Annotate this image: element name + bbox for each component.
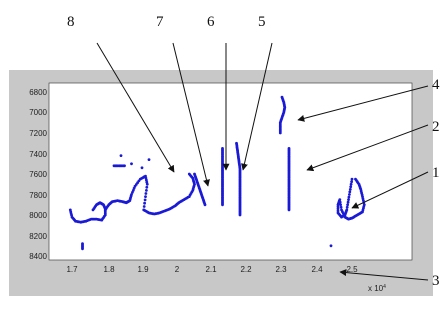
trajectory-point [142, 205, 146, 208]
y-axis: 6800 7000 7200 7400 7600 7800 8000 8200 … [29, 88, 47, 261]
y-tick-label: 8400 [29, 252, 47, 261]
trajectory-point [287, 208, 291, 212]
x-exponent-base: x 10 [368, 284, 384, 293]
trajectory-point [329, 244, 333, 248]
trajectory-point [347, 195, 351, 199]
trajectory-point [130, 162, 133, 166]
y-tick-label: 7600 [29, 170, 47, 179]
y-tick-label: 6800 [29, 88, 47, 97]
y-tick-label: 8000 [29, 211, 47, 220]
trajectory-point [338, 200, 342, 204]
callout-label-8: 8 [67, 14, 75, 30]
trajectory-point [119, 154, 123, 158]
trajectory-point [348, 188, 352, 191]
callout-arrow-1 [351, 171, 429, 209]
trajectory-point [144, 192, 148, 195]
trajectory-point [339, 203, 342, 207]
callout-arrow-5 [240, 42, 273, 171]
trajectory-point [187, 172, 191, 176]
trajectory-point [345, 205, 349, 209]
x-tick-label: 1.7 [66, 265, 78, 274]
trajectory-point [347, 198, 350, 202]
y-tick-label: 7800 [29, 191, 47, 200]
x-tick-label: 2.3 [275, 265, 287, 274]
trajectory-point [336, 209, 340, 213]
trajectory-point [123, 164, 126, 168]
callout-arrow-4 [297, 85, 429, 122]
callout-label-2: 2 [432, 119, 440, 135]
trajectory-point [346, 203, 349, 207]
callout-label-1: 1 [432, 165, 440, 181]
trajectory-point [144, 195, 147, 199]
trajectory-point [336, 211, 340, 215]
callout-arrow-3 [339, 269, 429, 281]
trajectory-point [81, 247, 84, 251]
y-tick-label: 8200 [29, 232, 47, 241]
callout-arrows [96, 42, 429, 281]
trajectory-point [147, 158, 151, 162]
x-axis: 1.7 1.8 1.9 2 2.1 2.2 2.3 2.4 2.5 x 104 [66, 265, 386, 293]
plot-area [48, 82, 413, 261]
callout-label-5: 5 [258, 14, 266, 30]
callout-label-7: 7 [156, 14, 164, 30]
x-tick-label: 2.5 [346, 265, 358, 274]
callout-arrow-7 [172, 42, 210, 187]
x-exponent-label: x 104 [368, 284, 386, 293]
trajectory-point [338, 198, 342, 202]
trajectory-point [346, 200, 350, 204]
x-exponent-power: 4 [383, 284, 386, 290]
trajectory-point [221, 203, 224, 207]
callout-label-3: 3 [432, 273, 440, 289]
trajectory-point [362, 203, 366, 207]
callout-arrow-8 [96, 42, 175, 173]
trajectory-point [336, 205, 340, 209]
trajectory-point [145, 185, 149, 189]
y-tick-label: 7000 [29, 108, 47, 117]
trajectory-point [349, 182, 353, 186]
y-tick-label: 7200 [29, 129, 47, 138]
trajectory-point [203, 203, 207, 207]
x-tick-label: 2 [175, 265, 180, 274]
trajectory-point [145, 182, 149, 186]
trajectory-point [349, 185, 353, 189]
callout-label-6: 6 [207, 14, 215, 30]
trajectory-point [143, 201, 147, 205]
x-tick-label: 2.1 [205, 265, 217, 274]
trajectory-point [145, 178, 148, 182]
callout-labels: 8 7 6 5 4 2 1 3 [67, 14, 440, 289]
trajectory-point [348, 190, 352, 194]
y-tick-label: 7400 [29, 150, 47, 159]
x-tick-label: 1.8 [103, 265, 115, 274]
trajectory-point [278, 131, 282, 135]
trajectory-point [140, 166, 144, 170]
x-tick-label: 2.4 [311, 265, 323, 274]
trajectory-point [350, 180, 353, 184]
trajectory-point [143, 198, 147, 202]
trajectory-point [354, 177, 357, 181]
trajectory-point [131, 189, 135, 192]
x-tick-label: 1.9 [137, 265, 149, 274]
trajectory-point [350, 177, 354, 181]
trajectory-point [238, 213, 242, 217]
trajectory-point [348, 193, 351, 196]
trajectory-point [145, 180, 149, 184]
callout-label-4: 4 [432, 77, 440, 93]
trajectory-point [130, 193, 133, 196]
trajectory-point [145, 189, 148, 192]
callout-arrow-2 [306, 124, 429, 172]
handwriting-points [68, 95, 366, 251]
trajectory-point [91, 208, 95, 212]
trajectory-point [339, 205, 343, 209]
trajectory-point [336, 207, 340, 211]
x-tick-label: 2.2 [240, 265, 252, 274]
